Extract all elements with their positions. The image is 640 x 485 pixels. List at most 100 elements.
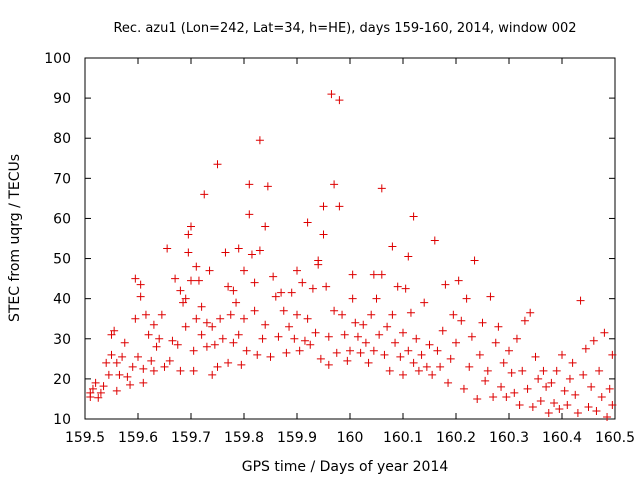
data-point bbox=[335, 202, 344, 211]
data-point bbox=[547, 378, 556, 387]
data-point bbox=[314, 256, 323, 265]
data-point bbox=[409, 212, 418, 221]
data-point bbox=[444, 378, 453, 387]
data-point bbox=[571, 390, 580, 399]
data-point bbox=[237, 360, 246, 369]
data-point bbox=[502, 392, 511, 401]
data-point bbox=[112, 386, 121, 395]
data-point bbox=[330, 306, 339, 315]
data-point bbox=[107, 350, 116, 359]
x-tick-label: 159.9 bbox=[277, 430, 317, 446]
x-tick-label: 159.7 bbox=[171, 430, 211, 446]
data-point bbox=[327, 90, 336, 99]
data-point bbox=[184, 248, 193, 257]
data-point bbox=[126, 380, 135, 389]
data-points bbox=[86, 90, 617, 421]
x-tick-label: 160.4 bbox=[542, 430, 582, 446]
data-point bbox=[99, 382, 108, 391]
data-point bbox=[221, 248, 230, 257]
data-point bbox=[589, 336, 598, 345]
data-point bbox=[155, 334, 164, 343]
data-point bbox=[91, 378, 100, 387]
data-point bbox=[319, 230, 328, 239]
data-point bbox=[194, 276, 203, 285]
y-tick-label: 40 bbox=[53, 292, 71, 308]
data-point bbox=[240, 266, 248, 275]
data-point bbox=[465, 362, 474, 371]
data-point bbox=[335, 96, 344, 105]
data-point bbox=[202, 318, 211, 327]
data-point bbox=[457, 316, 466, 325]
data-point bbox=[367, 310, 376, 319]
data-point bbox=[136, 280, 145, 289]
data-point bbox=[163, 244, 172, 253]
data-point bbox=[608, 400, 617, 409]
data-point bbox=[425, 340, 434, 349]
data-point bbox=[404, 346, 413, 355]
data-point bbox=[165, 356, 174, 365]
data-point bbox=[279, 306, 288, 315]
data-point bbox=[449, 310, 458, 319]
data-point bbox=[255, 246, 264, 255]
data-point bbox=[404, 252, 413, 261]
data-point bbox=[332, 348, 341, 357]
data-point bbox=[441, 280, 450, 289]
data-point bbox=[192, 262, 201, 271]
data-point bbox=[234, 244, 243, 253]
data-point bbox=[369, 270, 378, 279]
x-tick-label: 159.8 bbox=[224, 430, 264, 446]
data-point bbox=[118, 352, 127, 361]
data-point bbox=[240, 314, 248, 323]
data-point bbox=[208, 370, 217, 379]
data-point bbox=[152, 342, 161, 351]
data-point bbox=[579, 370, 588, 379]
data-point bbox=[528, 402, 537, 411]
data-point bbox=[308, 284, 317, 293]
data-point bbox=[377, 270, 386, 279]
data-point bbox=[361, 338, 370, 347]
data-point bbox=[587, 382, 596, 391]
data-point bbox=[213, 362, 222, 371]
y-tick-label: 20 bbox=[53, 372, 71, 388]
data-point bbox=[168, 336, 177, 345]
data-point bbox=[107, 330, 116, 339]
x-tick-label: 159.6 bbox=[118, 430, 158, 446]
data-point bbox=[552, 366, 561, 375]
data-point bbox=[608, 350, 617, 359]
data-point bbox=[197, 302, 206, 311]
data-point bbox=[229, 338, 238, 347]
data-point bbox=[187, 222, 195, 231]
data-point bbox=[176, 366, 185, 375]
data-point bbox=[213, 160, 222, 169]
data-point bbox=[295, 346, 304, 355]
data-point bbox=[433, 346, 442, 355]
data-point bbox=[277, 288, 286, 297]
data-point bbox=[261, 222, 270, 231]
data-point bbox=[290, 334, 299, 343]
data-point bbox=[364, 358, 373, 367]
data-point bbox=[388, 310, 397, 319]
data-point bbox=[473, 394, 482, 403]
data-point bbox=[245, 210, 254, 219]
data-point bbox=[226, 310, 235, 319]
data-point bbox=[523, 384, 532, 393]
x-tick-label: 160 bbox=[337, 430, 364, 446]
data-point bbox=[359, 320, 368, 329]
data-point bbox=[303, 218, 312, 227]
data-point bbox=[467, 332, 476, 341]
data-point bbox=[102, 358, 111, 367]
data-point bbox=[539, 366, 548, 375]
data-point bbox=[446, 354, 455, 363]
data-point bbox=[399, 370, 407, 379]
data-point bbox=[134, 352, 142, 361]
data-point bbox=[250, 306, 259, 315]
data-point bbox=[115, 370, 124, 379]
data-point bbox=[245, 180, 254, 189]
data-point bbox=[202, 342, 211, 351]
data-point bbox=[224, 282, 233, 291]
data-point bbox=[205, 266, 214, 275]
data-point bbox=[112, 358, 121, 367]
data-point bbox=[88, 384, 97, 393]
data-point bbox=[377, 184, 386, 193]
